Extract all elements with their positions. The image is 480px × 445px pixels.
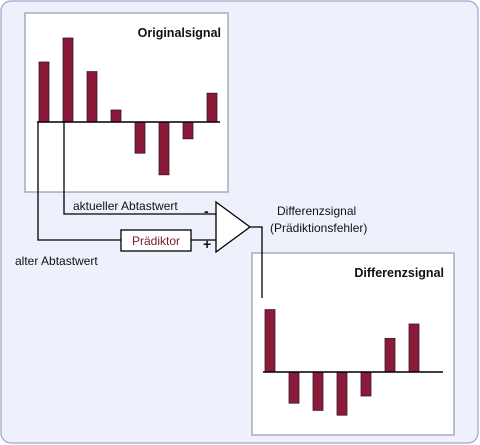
original-bar-8 (206, 92, 218, 123)
difference-chart-title: Differenzsignal (354, 266, 444, 280)
difference-bar-1 (264, 309, 276, 373)
difference-signal-label: Differenzsignal (277, 204, 356, 218)
current-sample-label: aktueller Abtastwert (73, 199, 178, 213)
original-bar-6 (158, 121, 170, 176)
predictor-block (120, 229, 192, 252)
difference-bar-6 (384, 337, 396, 373)
difference-signal-chart: Differenzsignal (251, 252, 455, 436)
difference-bar-7 (408, 323, 420, 373)
old-sample-wire (37, 122, 121, 241)
original-bar-3 (86, 71, 98, 123)
current-sample-wire (63, 122, 216, 215)
original-bar-7 (182, 121, 194, 140)
prediction-error-label: (Prädiktionsfehler) (270, 221, 367, 235)
subtractor-triangle (215, 200, 252, 254)
minus-sign: - (204, 203, 209, 219)
plus-sign: + (203, 236, 211, 252)
original-bar-5 (134, 121, 146, 154)
difference-bar-4 (336, 371, 348, 416)
difference-bar-3 (312, 371, 324, 411)
predictor-label: Prädiktor (132, 234, 180, 248)
original-bar-4 (110, 109, 122, 123)
difference-plot-box (251, 252, 455, 436)
difference-bar-2 (288, 371, 300, 404)
original-signal-chart: Originalsignal (24, 12, 229, 193)
original-chart-title: Originalsignal (138, 26, 221, 40)
original-bar-2 (62, 37, 74, 123)
difference-output-wire (250, 226, 263, 298)
difference-bar-5 (360, 371, 372, 397)
original-bar-1 (38, 61, 50, 123)
old-sample-label: alter Abtastwert (15, 254, 98, 268)
original-plot-box (24, 12, 229, 193)
